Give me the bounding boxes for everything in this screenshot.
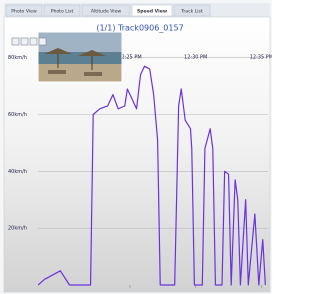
photo-lounger [84, 72, 102, 76]
tab-label[interactable]: Altitude View [91, 8, 122, 14]
y-tick-label: 40km/h [8, 169, 27, 175]
app-window: Photo View Photo List Altitude View Speed V… [0, 0, 272, 294]
zoom-in-button[interactable] [12, 38, 19, 45]
page: {"tabs": ["Photo View", "Photo List", "A… [0, 0, 272, 294]
y-tick-label: 20km/h [8, 226, 27, 232]
photo-lounger [48, 70, 66, 74]
chart-title: (1/1) Track0906_0157 [96, 24, 183, 33]
tab-label[interactable]: Photo View [11, 8, 37, 14]
photo-thumbnail [38, 32, 122, 82]
y-tick-label: 60km/h [8, 112, 27, 118]
x-tick-label: 12:35 PM [250, 55, 272, 61]
next-button[interactable] [39, 38, 46, 45]
y-tick-label: 80km/h [8, 55, 27, 61]
tab-bar: Photo View Photo List Altitude View Speed V… [6, 5, 210, 16]
tab-label[interactable]: Speed View [137, 8, 168, 14]
x-tick-label: 12:30 PM [184, 55, 207, 61]
zoom-out-button[interactable] [21, 38, 28, 45]
tab-label[interactable]: Track List [180, 8, 203, 14]
tab-label[interactable]: Photo List [51, 8, 74, 14]
prev-button[interactable] [30, 38, 37, 45]
